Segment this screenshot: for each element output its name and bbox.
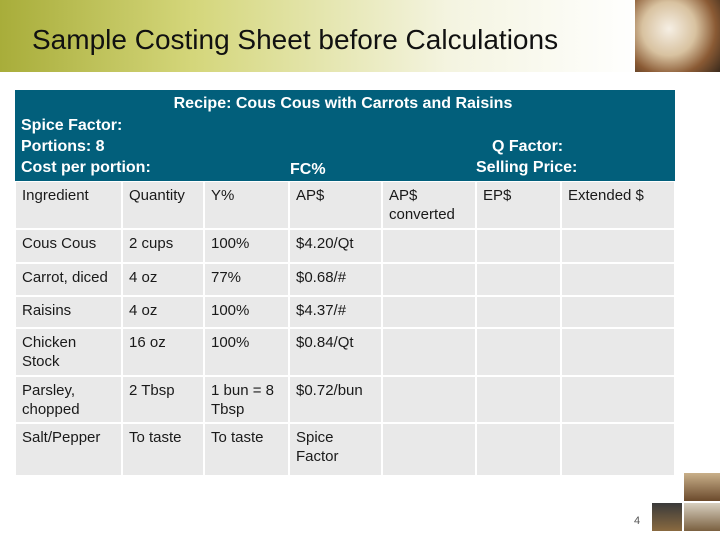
table-cell bbox=[383, 297, 475, 327]
table-cell: $0.84/Qt bbox=[290, 329, 381, 375]
cost-per-portion: Cost per portion: bbox=[21, 159, 151, 176]
slide-title: Sample Costing Sheet before Calculations bbox=[32, 24, 559, 55]
table-cell: 4 oz bbox=[123, 297, 203, 327]
page-number: 4 bbox=[634, 515, 641, 527]
table-cell: $4.20/Qt bbox=[290, 230, 381, 262]
table-cell: 1 bun = 8 Tbsp bbox=[205, 377, 288, 422]
table-cell bbox=[383, 424, 475, 475]
table-cell: Cous Cous bbox=[16, 230, 121, 262]
table-cell: To taste bbox=[123, 424, 203, 475]
column-header: Ingredient bbox=[16, 182, 121, 228]
table-cell bbox=[477, 424, 560, 475]
table-cell: Carrot, diced bbox=[16, 264, 121, 295]
recipe-box bbox=[15, 90, 675, 181]
table-cell bbox=[562, 424, 674, 475]
selling-price: Selling Price: bbox=[476, 159, 578, 176]
table-cell bbox=[477, 377, 560, 422]
table-cell bbox=[562, 297, 674, 327]
table-cell: $4.37/# bbox=[290, 297, 381, 327]
table-cell: Parsley, chopped bbox=[16, 377, 121, 422]
table-cell bbox=[562, 329, 674, 375]
table-cell: 16 oz bbox=[123, 329, 203, 375]
table-cell: $0.68/# bbox=[290, 264, 381, 295]
table-cell: 2 cups bbox=[123, 230, 203, 262]
table-cell: 100% bbox=[205, 297, 288, 327]
table-cell: $0.72/bun bbox=[290, 377, 381, 422]
table-cell bbox=[477, 264, 560, 295]
table-cell: Salt/Pepper bbox=[16, 424, 121, 475]
table-cell bbox=[383, 329, 475, 375]
table-cell bbox=[562, 377, 674, 422]
column-header: Quantity bbox=[123, 182, 203, 228]
table-cell: Raisins bbox=[16, 297, 121, 327]
table-cell bbox=[477, 329, 560, 375]
spice-factor: Spice Factor: bbox=[21, 117, 123, 134]
column-header: AP$ bbox=[290, 182, 381, 228]
table-cell bbox=[383, 230, 475, 262]
table-cell: To taste bbox=[205, 424, 288, 475]
column-header: Extended $ bbox=[562, 182, 674, 228]
photo-thumb bbox=[684, 473, 720, 501]
q-factor: Q Factor: bbox=[492, 138, 564, 155]
table-cell: 100% bbox=[205, 329, 288, 375]
table-cell: 100% bbox=[205, 230, 288, 262]
column-header: Y% bbox=[205, 182, 288, 228]
recipe-name: Recipe: Cous Cous with Carrots and Raisi… bbox=[173, 95, 513, 112]
table-cell bbox=[562, 230, 674, 262]
title-bar bbox=[0, 0, 640, 72]
table-cell bbox=[562, 264, 674, 295]
column-header: EP$ bbox=[477, 182, 560, 228]
table-cell: Spice Factor bbox=[290, 424, 381, 475]
portions: Portions: 8 bbox=[21, 138, 105, 155]
table-cell bbox=[383, 264, 475, 295]
fc-percent: FC% bbox=[290, 161, 326, 178]
photo-thumb bbox=[652, 503, 682, 531]
table-cell: 2 Tbsp bbox=[123, 377, 203, 422]
table-cell bbox=[477, 230, 560, 262]
table-cell: 77% bbox=[205, 264, 288, 295]
table-cell: Chicken Stock bbox=[16, 329, 121, 375]
column-header: AP$ converted bbox=[383, 182, 475, 228]
table-cell: 4 oz bbox=[123, 264, 203, 295]
table-cell bbox=[477, 297, 560, 327]
photo-thumb bbox=[684, 503, 720, 531]
table-cell bbox=[383, 377, 475, 422]
food-photo bbox=[635, 0, 720, 72]
